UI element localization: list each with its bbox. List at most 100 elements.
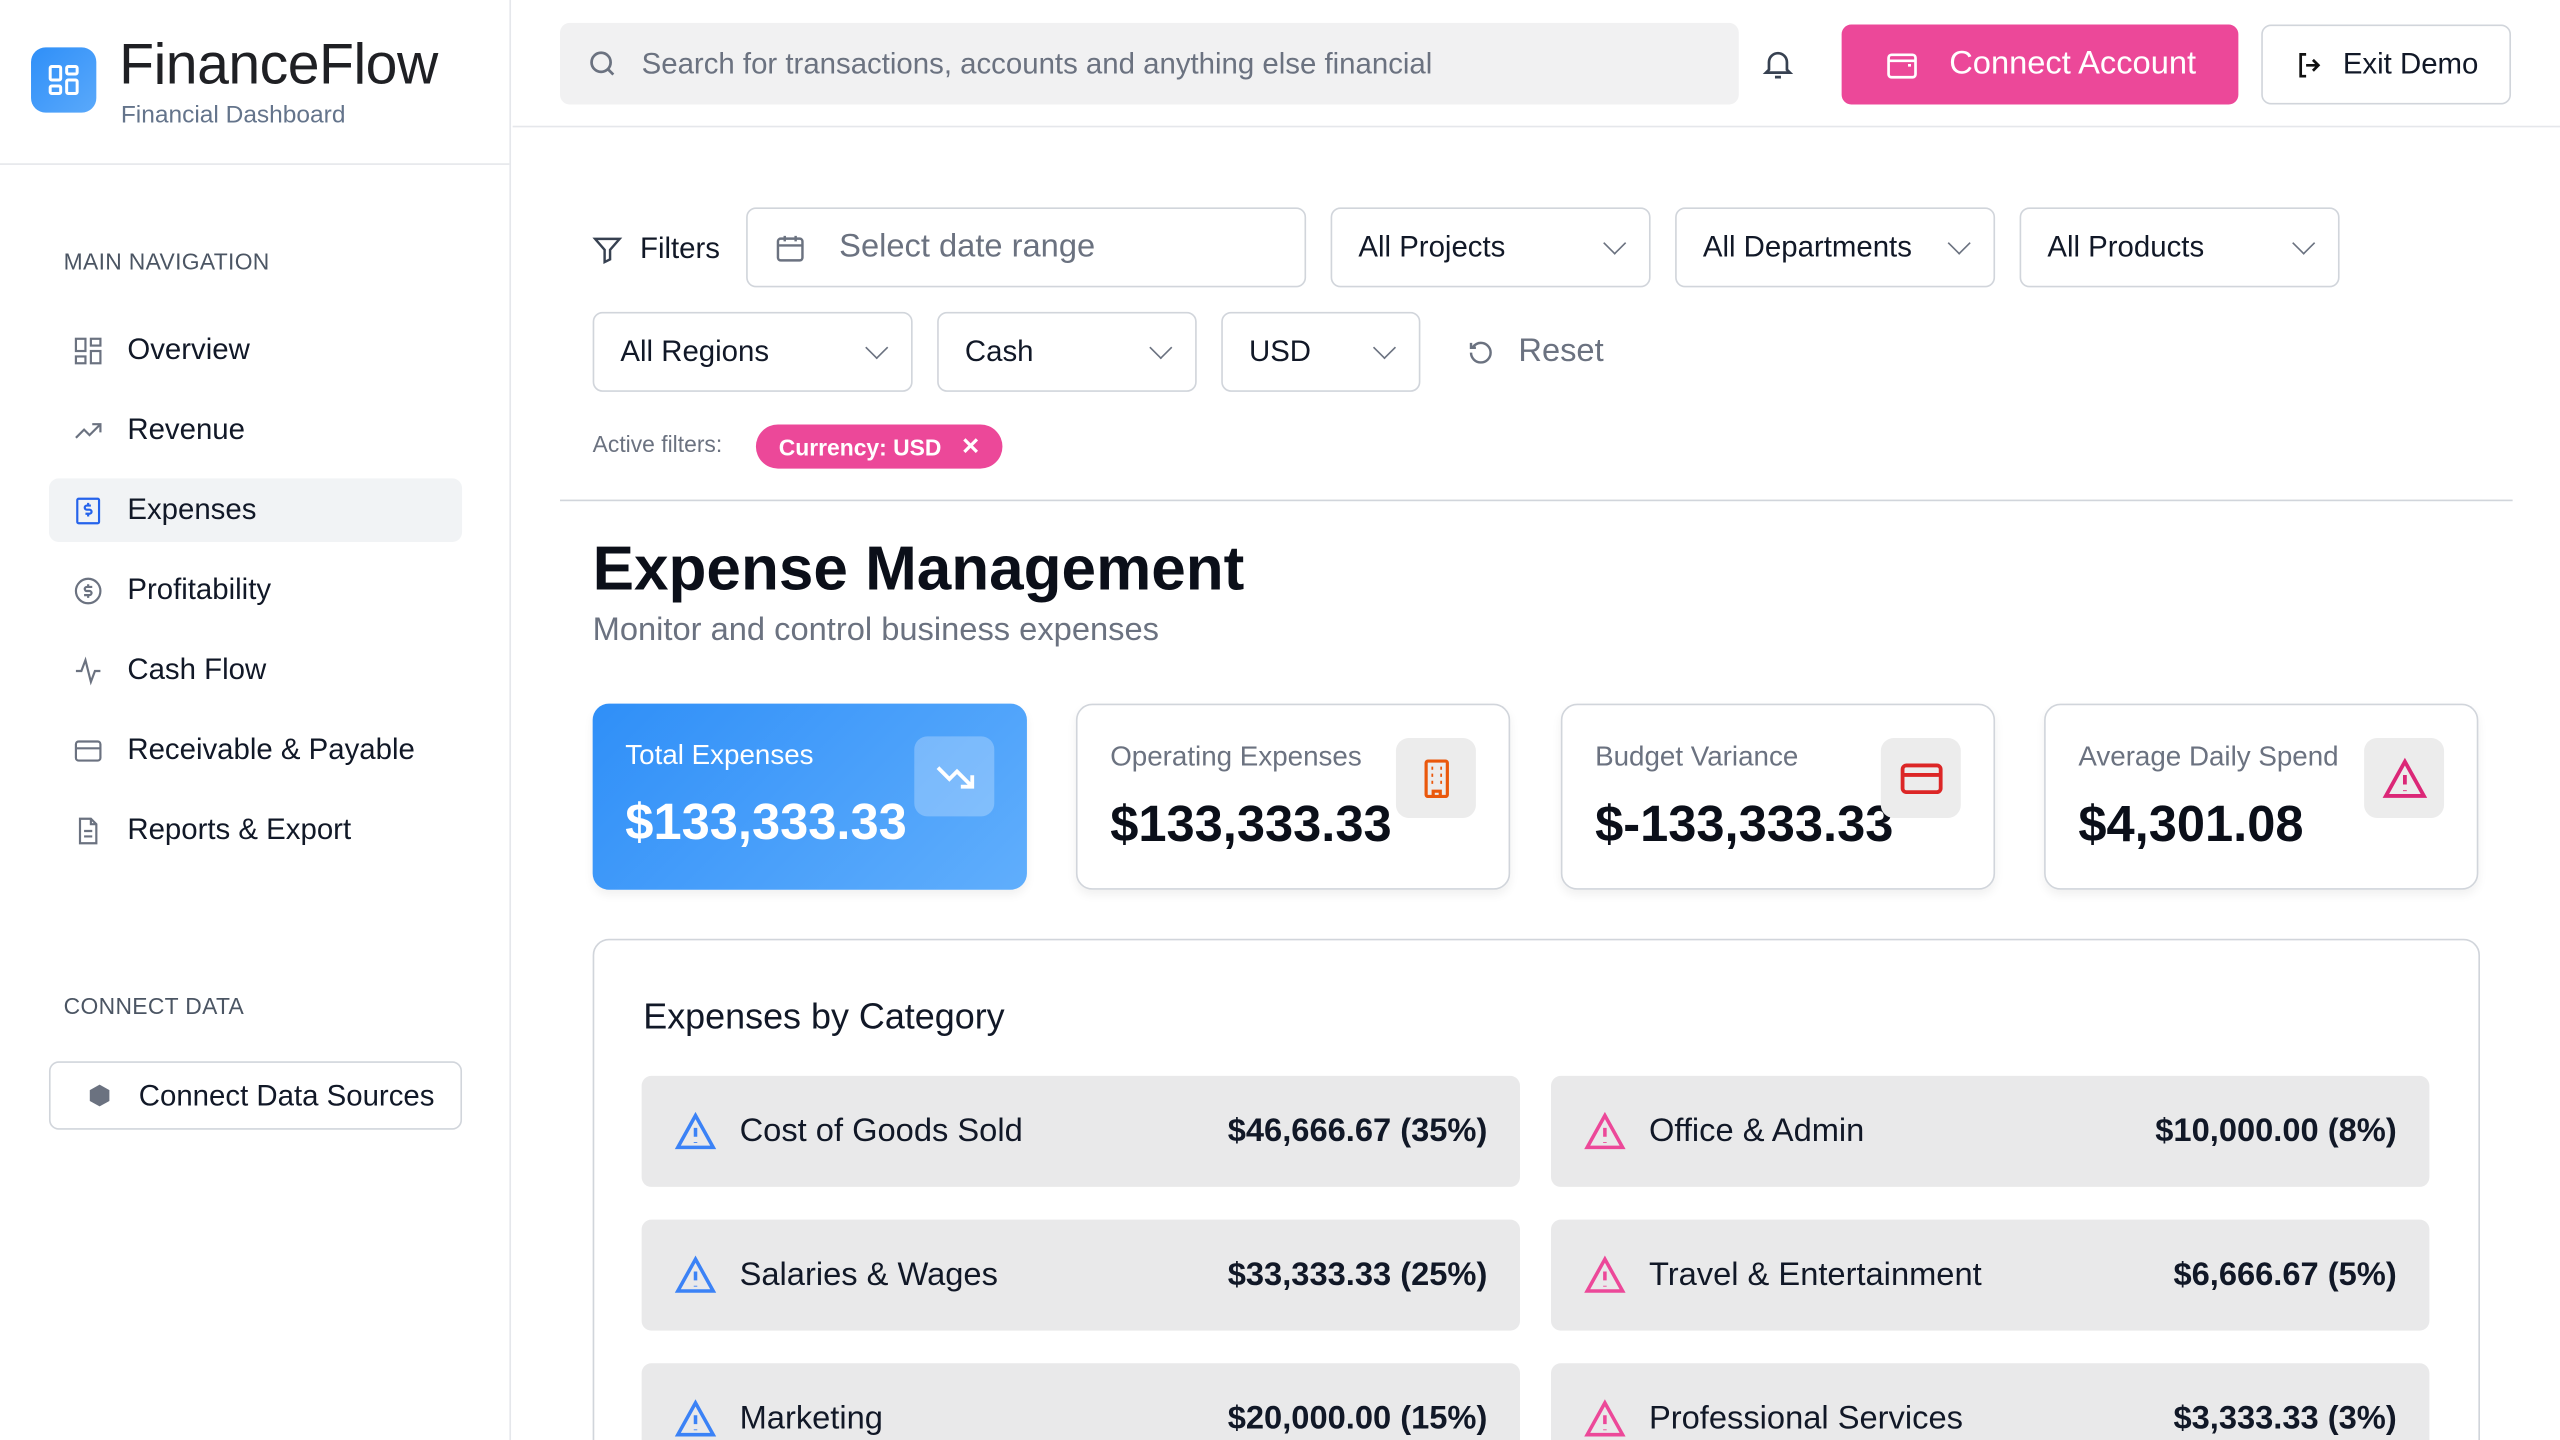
chevron-down-icon: [1947, 231, 1971, 255]
category-name: Professional Services: [1648, 1399, 1963, 1436]
logo-grid-icon: [31, 47, 97, 113]
expenses-by-category-panel: Expenses by Category: [592, 938, 2480, 1440]
filter-icon: [592, 236, 623, 264]
kpi-average-daily-spend: Average Daily Spend $4,301.08: [2044, 703, 2479, 890]
date-range-picker[interactable]: Select date range: [746, 207, 1307, 288]
kpi-total-expenses: Total Expenses $133,333.33: [592, 703, 1027, 890]
kpi-value: $-133,333.33: [1595, 795, 1894, 853]
category-name: Travel & Entertainment: [1648, 1256, 1982, 1293]
category-row[interactable]: Salaries & Wages $33,333.33 (25%): [641, 1219, 1520, 1331]
kpi-label: Budget Variance: [1595, 741, 1799, 773]
alert-triangle-icon: [2364, 737, 2445, 818]
alert-triangle-icon: [674, 1255, 717, 1293]
trending-down-icon: [914, 736, 995, 817]
sidebar-item-reports-export[interactable]: Reports & Export: [49, 798, 462, 862]
sidebar-item-overview[interactable]: Overview: [49, 318, 462, 382]
category-amount: $33,333.33 (25%): [1227, 1256, 1488, 1293]
wallet-icon: [1887, 52, 1917, 78]
projects-value: All Projects: [1358, 230, 1506, 263]
nav-label: Revenue: [127, 413, 245, 446]
top-bar: Search for transactions, accounts and an…: [512, 0, 2560, 128]
sidebar-item-receivable-payable[interactable]: Receivable & Payable: [49, 718, 462, 782]
regions-value: All Regions: [620, 334, 770, 368]
products-value: All Products: [2047, 230, 2205, 263]
panel-title: Expenses by Category: [643, 995, 1005, 1037]
close-icon[interactable]: ✕: [960, 432, 981, 459]
file-icon: [78, 816, 98, 844]
projects-select[interactable]: All Projects: [1330, 207, 1651, 288]
chevron-down-icon: [1372, 336, 1397, 360]
sidebar: FinanceFlow Financial Dashboard MAIN NAV…: [0, 0, 512, 1440]
chevron-down-icon: [1149, 336, 1173, 360]
reset-icon: [1469, 340, 1492, 363]
exit-demo-button[interactable]: Exit Demo: [2261, 24, 2512, 105]
trending-up-icon: [75, 422, 102, 438]
category-name: Cost of Goods Sold: [739, 1112, 1023, 1149]
connect-data-heading: CONNECT DATA: [63, 992, 245, 1019]
departments-value: All Departments: [1702, 230, 1912, 263]
search-icon: [590, 51, 615, 76]
connect-account-label: Connect Account: [1949, 45, 2197, 82]
category-name: Office & Admin: [1648, 1112, 1865, 1149]
kpi-value: $133,333.33: [625, 793, 907, 851]
category-row[interactable]: Professional Services $3,333.33 (3%): [1551, 1363, 2430, 1440]
logout-icon: [2299, 52, 2321, 77]
connect-data-sources-button[interactable]: Connect Data Sources: [48, 1061, 463, 1130]
products-select[interactable]: All Products: [2019, 207, 2340, 288]
sidebar-item-cash-flow[interactable]: Cash Flow: [49, 638, 462, 702]
bell-icon[interactable]: [1760, 46, 1796, 82]
currency-select[interactable]: USD: [1221, 311, 1421, 392]
alert-triangle-icon: [1584, 1255, 1626, 1293]
nav-label: Cash Flow: [127, 653, 267, 686]
nav-label: Receivable & Payable: [127, 733, 415, 766]
brand-subtitle: Financial Dashboard: [120, 101, 346, 129]
cube-icon: [89, 1084, 110, 1107]
category-amount: $6,666.67 (5%): [2173, 1256, 2397, 1293]
category-row[interactable]: Marketing $20,000.00 (15%): [641, 1363, 1520, 1440]
filters-text: Filters: [639, 231, 720, 265]
regions-select[interactable]: All Regions: [592, 311, 913, 392]
category-name: Marketing: [739, 1399, 883, 1436]
brand-name: FinanceFlow: [119, 32, 438, 97]
departments-select[interactable]: All Departments: [1675, 207, 1996, 288]
search-input[interactable]: Search for transactions, accounts and an…: [559, 22, 1739, 105]
category-row[interactable]: Office & Admin $10,000.00 (8%): [1551, 1075, 2430, 1187]
chevron-down-icon: [2292, 231, 2316, 255]
category-amount: $20,000.00 (15%): [1227, 1399, 1488, 1436]
chip-label: Currency: USD: [778, 433, 942, 460]
sidebar-item-revenue[interactable]: Revenue: [49, 398, 462, 462]
kpi-operating-expenses: Operating Expenses $133,333.33: [1075, 703, 1511, 890]
sidebar-item-expenses[interactable]: Expenses: [48, 478, 463, 543]
alert-triangle-icon: [1584, 1111, 1626, 1150]
kpi-value: $133,333.33: [1110, 795, 1392, 853]
category-amount: $46,666.67 (35%): [1227, 1112, 1488, 1149]
nav-label: Profitability: [127, 573, 272, 606]
alert-triangle-icon: [674, 1399, 717, 1437]
nav-label: Reports & Export: [127, 813, 352, 846]
category-name: Salaries & Wages: [739, 1256, 998, 1293]
category-row[interactable]: Cost of Goods Sold $46,666.67 (35%): [641, 1075, 1520, 1187]
category-amount: $10,000.00 (8%): [2155, 1112, 2397, 1149]
account-type-value: Cash: [964, 334, 1034, 368]
sidebar-item-profitability[interactable]: Profitability: [49, 558, 462, 622]
connect-account-button[interactable]: Connect Account: [1841, 24, 2239, 105]
receipt-dollar-icon: [76, 496, 101, 524]
credit-card-icon: [74, 739, 102, 761]
alert-triangle-icon: [1584, 1399, 1626, 1437]
category-row[interactable]: Travel & Entertainment $6,666.67 (5%): [1551, 1219, 2430, 1331]
reset-label: Reset: [1518, 333, 1604, 369]
grid-icon: [74, 336, 102, 364]
building-icon: [1395, 737, 1476, 818]
page-subtitle: Monitor and control business expenses: [592, 612, 1159, 649]
calendar-icon: [776, 235, 804, 261]
kpi-label: Total Expenses: [625, 739, 814, 771]
dollar-circle-icon: [74, 576, 102, 604]
main-nav-heading: MAIN NAVIGATION: [63, 248, 270, 275]
chevron-down-icon: [1603, 231, 1627, 255]
nav-label: Expenses: [127, 493, 257, 526]
active-filter-chip[interactable]: Currency: USD ✕: [755, 424, 1003, 469]
reset-button[interactable]: Reset: [1466, 333, 1604, 371]
activity-icon: [75, 655, 101, 685]
account-type-select[interactable]: Cash: [937, 311, 1197, 392]
nav-label: Overview: [127, 333, 250, 366]
